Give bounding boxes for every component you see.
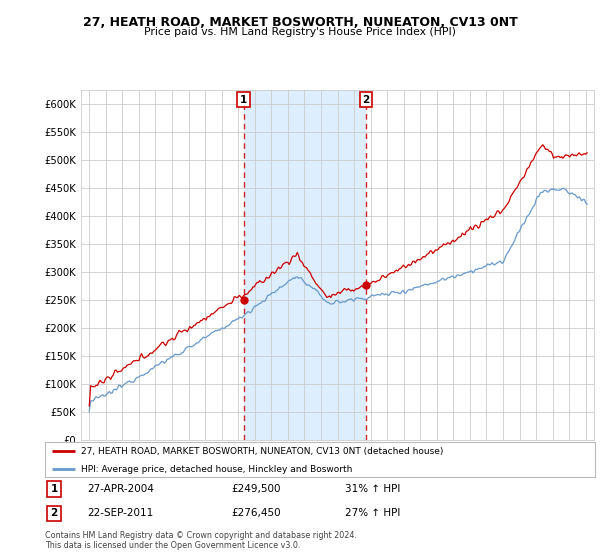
Text: 2: 2	[50, 508, 58, 519]
Text: Price paid vs. HM Land Registry's House Price Index (HPI): Price paid vs. HM Land Registry's House …	[144, 27, 456, 38]
Text: 2: 2	[362, 95, 370, 105]
Text: £249,500: £249,500	[231, 484, 281, 494]
Text: 22-SEP-2011: 22-SEP-2011	[87, 508, 153, 519]
Bar	[244, 90, 366, 440]
Text: Contains HM Land Registry data © Crown copyright and database right 2024.
This d: Contains HM Land Registry data © Crown c…	[45, 531, 357, 550]
Text: 1: 1	[240, 95, 247, 105]
Text: HPI: Average price, detached house, Hinckley and Bosworth: HPI: Average price, detached house, Hinc…	[81, 465, 352, 474]
Text: 27, HEATH ROAD, MARKET BOSWORTH, NUNEATON, CV13 0NT: 27, HEATH ROAD, MARKET BOSWORTH, NUNEATO…	[83, 16, 517, 29]
Text: 27-APR-2004: 27-APR-2004	[87, 484, 154, 494]
Text: £276,450: £276,450	[231, 508, 281, 519]
Text: 1: 1	[50, 484, 58, 494]
Text: 27, HEATH ROAD, MARKET BOSWORTH, NUNEATON, CV13 0NT (detached house): 27, HEATH ROAD, MARKET BOSWORTH, NUNEATO…	[81, 447, 443, 456]
Text: 31% ↑ HPI: 31% ↑ HPI	[345, 484, 400, 494]
Text: 27% ↑ HPI: 27% ↑ HPI	[345, 508, 400, 519]
